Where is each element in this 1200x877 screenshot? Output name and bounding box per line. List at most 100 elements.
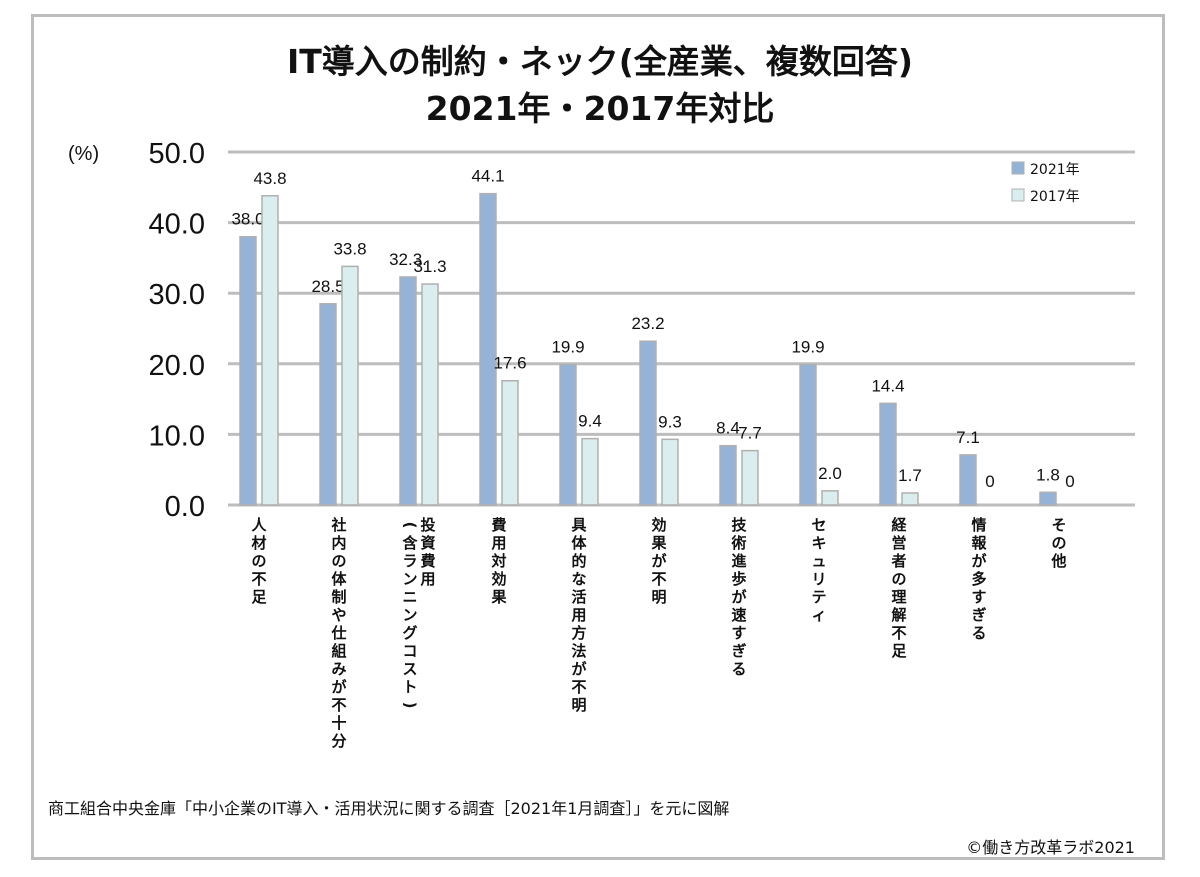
svg-text:制: 制	[331, 588, 346, 606]
svg-text:費: 費	[491, 516, 506, 534]
bar-2017年	[741, 449, 759, 506]
svg-text:そ: そ	[1051, 516, 1066, 534]
svg-text:セ: セ	[811, 516, 826, 534]
data-label: 32.3.	[389, 250, 427, 269]
data-label: 19.9	[551, 338, 584, 357]
svg-text:歩: 歩	[731, 570, 746, 588]
copyright: ©働き方改革ラボ2021	[966, 838, 1135, 857]
svg-text:キ: キ	[811, 534, 826, 552]
bar-2021年	[879, 402, 897, 506]
data-label: 8.4	[716, 419, 740, 438]
svg-text:組: 組	[331, 642, 346, 660]
svg-text:経: 経	[891, 516, 907, 534]
svg-text:用: 用	[491, 534, 506, 552]
svg-text:(: (	[401, 522, 419, 529]
svg-text:進: 進	[731, 552, 747, 570]
bar-2021年	[959, 454, 977, 506]
bar-2017年	[901, 492, 919, 506]
data-label: 43.8	[253, 169, 286, 188]
svg-text:す: す	[731, 624, 746, 642]
data-label: 38.0	[231, 210, 264, 229]
svg-text:明: 明	[651, 588, 666, 606]
svg-text:含: 含	[402, 534, 418, 552]
svg-text:ラ: ラ	[402, 552, 417, 570]
data-label: 7.1	[956, 428, 980, 447]
bar-2021年	[319, 303, 337, 506]
svg-text:営: 営	[891, 534, 906, 552]
bar-2017年	[661, 438, 679, 506]
svg-text:テ: テ	[811, 588, 826, 606]
svg-text:仕: 仕	[330, 624, 346, 642]
svg-text:他: 他	[1050, 552, 1066, 570]
bar-2017年	[821, 490, 839, 506]
svg-text:): )	[401, 702, 419, 709]
svg-text:が: が	[731, 588, 747, 606]
svg-text:足: 足	[251, 588, 267, 606]
svg-text:活: 活	[571, 588, 586, 606]
svg-text:社: 社	[330, 516, 346, 534]
legend-swatch	[1011, 161, 1025, 175]
svg-text:リ: リ	[811, 570, 826, 588]
svg-text:の: の	[891, 570, 906, 588]
chart-title-line2: 2021年・2017年対比	[426, 89, 775, 128]
svg-text:ュ: ュ	[811, 552, 826, 570]
svg-text:分: 分	[331, 732, 346, 750]
svg-text:者: 者	[891, 552, 906, 570]
bar-2021年	[639, 340, 657, 506]
y-axis-unit: (%)	[68, 143, 99, 165]
data-label: 9.4	[578, 412, 602, 431]
svg-text:速: 速	[731, 606, 746, 624]
svg-text:が: が	[651, 552, 667, 570]
svg-text:内: 内	[331, 534, 346, 552]
y-tick-label: 30.0	[149, 279, 205, 311]
bar-2017年	[581, 437, 599, 506]
data-label: 33.8	[333, 239, 366, 258]
svg-text:体: 体	[331, 570, 347, 588]
svg-text:不: 不	[571, 678, 586, 696]
legend-label: 2021年	[1030, 162, 1080, 178]
data-label: 0	[1065, 472, 1074, 491]
svg-text:や: や	[331, 606, 346, 624]
source-note: 商工組合中央金庫「中小企業のIT導入・活用状況に関する調査［2021年1月調査］…	[48, 799, 729, 818]
svg-text:理: 理	[891, 588, 906, 606]
data-label: 2.0	[818, 464, 842, 483]
bar-2021年	[399, 276, 417, 506]
svg-text:な: な	[571, 570, 586, 588]
svg-text:す: す	[971, 588, 986, 606]
y-tick-label: 20.0	[149, 350, 205, 382]
category-label: その他	[1050, 516, 1066, 570]
svg-text:不: 不	[331, 696, 346, 714]
svg-text:用: 用	[571, 606, 586, 624]
y-tick-label: 40.0	[149, 209, 205, 241]
svg-text:ぎ: ぎ	[971, 606, 986, 624]
data-label: 1.7	[898, 466, 922, 485]
svg-text:ン: ン	[402, 570, 417, 588]
svg-text:ス: ス	[402, 660, 417, 678]
bar-2021年	[719, 444, 737, 506]
legend-swatch	[1011, 188, 1025, 202]
svg-text:の: の	[1051, 534, 1066, 552]
svg-text:情: 情	[971, 516, 986, 534]
svg-text:グ: グ	[402, 624, 417, 642]
data-label: 14.4	[871, 376, 904, 395]
svg-text:ぎ: ぎ	[731, 642, 746, 660]
svg-text:具: 具	[571, 516, 586, 534]
svg-text:用: 用	[420, 570, 435, 588]
bar-2021年	[799, 363, 817, 506]
svg-text:果: 果	[650, 534, 667, 552]
svg-text:明: 明	[571, 696, 586, 714]
data-label: 23.2	[631, 314, 664, 333]
bar-2021年	[239, 235, 257, 506]
data-label: 28.5	[311, 277, 344, 296]
y-tick-label: 50.0	[149, 138, 205, 170]
svg-text:報: 報	[971, 534, 987, 552]
bar-2017年	[341, 265, 359, 506]
svg-text:費: 費	[420, 552, 435, 570]
